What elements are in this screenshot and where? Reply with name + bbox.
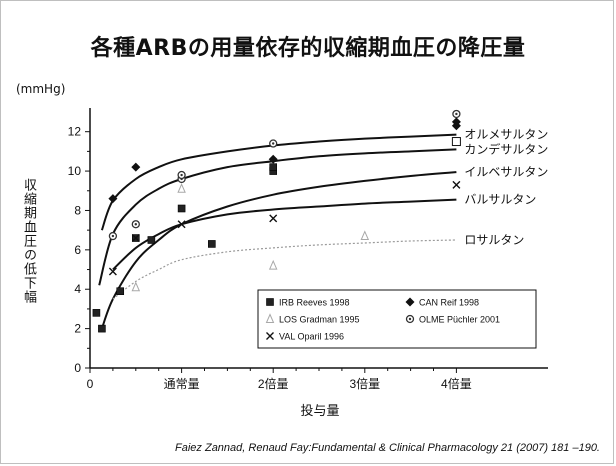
data-point — [269, 163, 278, 171]
fit-curve-2 — [98, 148, 457, 286]
data-point — [131, 234, 140, 243]
curve-label: イルベサルタン — [464, 165, 548, 179]
legend-label: LOS Gradman 1995 — [279, 315, 360, 325]
y-tick-label: 6 — [74, 243, 81, 257]
data-point — [108, 194, 118, 204]
legend-marker — [265, 313, 275, 323]
chart-title: 各種ARBの用量依存的収縮期血圧の降圧量 — [90, 36, 526, 61]
data-point-dot — [272, 142, 275, 145]
x-axis-label: 投与量 — [300, 404, 340, 419]
x-tick-label: 2倍量 — [258, 376, 289, 391]
data-point-dot — [111, 234, 115, 238]
data-point-dot — [134, 223, 137, 226]
legend-marker — [266, 332, 274, 340]
y-tick-label: 12 — [68, 125, 82, 139]
data-point — [268, 154, 278, 164]
y-axis-label: 収縮期血圧の低下幅 — [21, 178, 36, 304]
y-tick-label: 10 — [68, 164, 82, 178]
legend-marker — [405, 297, 415, 307]
data-point — [177, 183, 186, 193]
data-point — [177, 204, 186, 213]
data-point — [269, 214, 278, 223]
y-tick-label: 4 — [74, 282, 81, 296]
data-point — [452, 180, 461, 189]
y-tick-label: 8 — [74, 203, 81, 217]
fit-curve-5 — [112, 239, 457, 300]
data-point — [116, 287, 125, 296]
x-tick-label: 4倍量 — [441, 376, 472, 391]
data-point — [147, 236, 156, 244]
data-point — [451, 117, 461, 127]
data-point-dot — [455, 112, 458, 116]
data-point — [131, 281, 141, 292]
legend-marker — [266, 298, 274, 306]
x-tick-label: 3倍量 — [349, 376, 380, 391]
unit-label: (mmHg) — [16, 82, 66, 96]
y-tick-label: 2 — [74, 322, 81, 336]
data-point — [451, 137, 461, 147]
fit-curve-4 — [112, 198, 457, 271]
citation: Faiez Zannad, Renaud Fay:Fundamental & C… — [175, 442, 600, 454]
data-point — [131, 162, 141, 172]
legend-label: CAN Reif 1998 — [419, 298, 479, 308]
x-tick-label: 0 — [87, 377, 94, 391]
data-point — [360, 230, 370, 241]
y-tick-label: 0 — [74, 361, 81, 375]
legend-label: IRB Reeves 1998 — [279, 298, 350, 308]
data-point — [108, 267, 117, 276]
curve-label: ロサルタン — [464, 233, 524, 247]
data-point — [98, 324, 106, 333]
data-point-dot — [180, 173, 183, 177]
curve-label: オルメサルタン — [464, 128, 548, 142]
legend-box — [257, 289, 537, 349]
curve-label: バルサルタン — [464, 193, 536, 207]
data-point — [268, 259, 278, 270]
legend-marker-dot — [408, 317, 412, 321]
x-tick-label: 通常量 — [164, 377, 200, 391]
legend-label: OLME Püchler 2001 — [419, 315, 500, 325]
data-point — [177, 220, 186, 229]
legend-label: VAL Oparil 1996 — [279, 332, 344, 342]
data-point — [92, 309, 101, 317]
fit-curve-3 — [100, 171, 457, 329]
curve-label: カンデサルタン — [464, 141, 548, 156]
fit-curve-1 — [100, 133, 457, 231]
data-point — [208, 240, 216, 248]
